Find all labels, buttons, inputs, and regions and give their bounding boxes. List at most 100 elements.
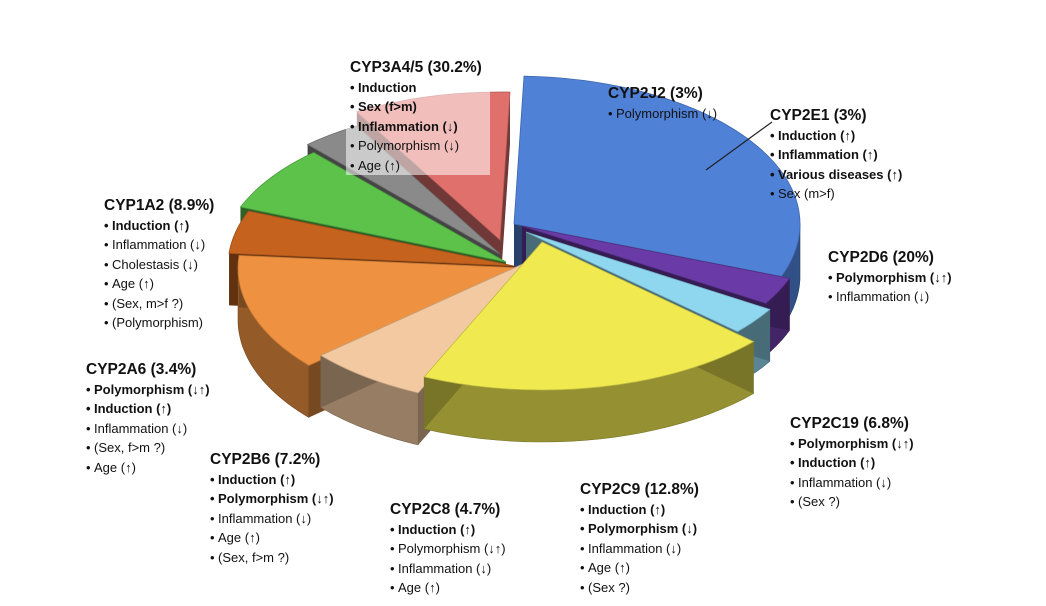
bullet-icon: • <box>790 494 795 510</box>
label-note: • Various diseases (↑) <box>770 165 902 184</box>
label-note-text: (Sex, f>m ?) <box>218 549 290 565</box>
label-title: CYP2C19 (6.8%) <box>790 415 909 432</box>
label-note-text: Induction (↑) <box>94 401 172 417</box>
label-note: • Polymorphism (↓↑) <box>390 539 506 558</box>
label-note: • Inflammation (↓) <box>828 287 952 306</box>
label-note-text: (Polymorphism) <box>112 315 204 331</box>
label-cyp2c19: CYP2C19 (6.8%) • Polymorphism (↓↑) • Induct… <box>790 414 914 512</box>
bullet-icon: • <box>828 289 833 305</box>
label-note: • Age (↑) <box>580 558 699 577</box>
label-note: • Induction <box>350 78 482 97</box>
label-note: • Induction (↑) <box>390 520 506 539</box>
label-note-text: Induction (↑) <box>798 455 876 471</box>
bullet-icon: • <box>390 522 395 537</box>
label-note: • Induction (↑) <box>790 453 914 472</box>
label-note: • Induction (↑) <box>104 216 214 235</box>
label-title: CYP3A4/5 (30.2%) <box>350 59 482 76</box>
label-note: • Sex (f>m) <box>350 97 482 116</box>
label-note: • Polymorphism (↓↑) <box>210 489 334 508</box>
label-note: • Inflammation (↓) <box>86 419 210 438</box>
label-note-text: Inflammation (↓) <box>218 510 312 526</box>
label-title: CYP2C9 (12.8%) <box>580 481 699 498</box>
bullet-icon: • <box>104 276 109 292</box>
label-cyp2j2: CYP2J2 (3%) • Polymorphism (↓) <box>608 84 717 123</box>
label-note: • Inflammation (↓) <box>790 473 914 492</box>
label-note: • Age (↑) <box>104 274 214 293</box>
label-note-text: Induction (↑) <box>218 472 296 487</box>
label-note: • Polymorphism (↓↑) <box>86 380 210 399</box>
label-note-text: Inflammation (↓) <box>358 118 458 134</box>
label-note-text: Induction (↑) <box>778 128 856 143</box>
label-title: CYP2D6 (20%) <box>828 249 934 266</box>
label-note: • Age (↑) <box>86 458 210 477</box>
label-note-text: Polymorphism (↓↑) <box>398 541 506 557</box>
bullet-icon: • <box>828 270 833 285</box>
label-note: • Polymorphism (↓↑) <box>828 268 952 287</box>
bullet-icon: • <box>770 186 775 202</box>
label-note-text: Inflammation (↑) <box>778 147 878 163</box>
label-title: CYP2B6 (7.2%) <box>210 451 321 468</box>
label-title: CYP1A2 (8.9%) <box>104 197 215 214</box>
bullet-icon: • <box>210 530 215 546</box>
label-note: • Age (↑) <box>390 578 506 597</box>
label-note-text: Induction (↑) <box>398 522 476 537</box>
bullet-icon: • <box>350 138 355 154</box>
bullet-icon: • <box>580 502 585 517</box>
label-note: • Age (↑) <box>210 528 334 547</box>
label-note-text: (Sex ?) <box>588 579 630 595</box>
label-note: • Inflammation (↑) <box>770 145 902 164</box>
label-note: • Inflammation (↓) <box>350 117 482 136</box>
bullet-icon: • <box>790 436 795 451</box>
label-note: • (Sex, m>f ?) <box>104 294 214 313</box>
label-note-text: Inflammation (↓) <box>836 289 930 305</box>
bullet-icon: • <box>580 579 585 595</box>
bullet-icon: • <box>210 491 215 507</box>
label-note: • Inflammation (↓) <box>104 235 214 254</box>
label-note-text: Inflammation (↓) <box>798 474 892 490</box>
bullet-icon: • <box>104 218 109 233</box>
label-title: CYP2A6 (3.4%) <box>86 361 197 378</box>
label-note-text: Age (↑) <box>218 530 260 546</box>
label-note-text: (Sex, m>f ?) <box>112 295 184 311</box>
label-title: CYP2E1 (3%) <box>770 107 867 124</box>
bullet-icon: • <box>390 580 395 596</box>
label-note-text: Polymorphism (↓↑) <box>218 491 334 507</box>
label-note-text: Inflammation (↓) <box>94 420 188 436</box>
label-note: • Inflammation (↓) <box>580 539 699 558</box>
bullet-icon: • <box>86 401 91 417</box>
bullet-icon: • <box>86 420 91 436</box>
label-note-text: Inflammation (↓) <box>398 560 492 576</box>
label-note-text: Age (↑) <box>398 580 440 596</box>
bullet-icon: • <box>210 549 215 565</box>
bullet-icon: • <box>210 472 215 487</box>
label-note: • (Polymorphism) <box>104 313 214 332</box>
label-note-text: Polymorphism (↓) <box>358 138 460 154</box>
label-note-text: Induction <box>358 80 417 95</box>
label-note-text: Cholestasis (↓) <box>112 256 198 272</box>
label-note: • (Sex, f>m ?) <box>86 438 210 457</box>
label-note: • Induction (↑) <box>86 399 210 418</box>
label-note-text: Induction (↑) <box>112 218 190 233</box>
bullet-icon: • <box>104 237 109 253</box>
bullet-icon: • <box>770 166 775 182</box>
label-note: • (Sex, f>m ?) <box>210 548 334 567</box>
label-cyp2b6: CYP2B6 (7.2%) • Induction (↑) • Polymorphis… <box>210 450 334 567</box>
label-note-text: Inflammation (↓) <box>112 237 206 253</box>
label-note: • Inflammation (↓) <box>390 559 506 578</box>
bullet-icon: • <box>86 382 91 397</box>
bullet-icon: • <box>210 510 215 526</box>
bullet-icon: • <box>104 256 109 272</box>
label-title: CYP2J2 (3%) <box>608 85 703 102</box>
label-note-text: Age (↑) <box>112 276 154 292</box>
label-note: • Cholestasis (↓) <box>104 255 214 274</box>
label-note: • (Sex ?) <box>580 578 699 597</box>
label-note-text: Age (↑) <box>358 157 400 173</box>
label-note-text: Polymorphism (↓) <box>588 521 698 537</box>
bullet-icon: • <box>790 455 795 471</box>
bullet-icon: • <box>390 541 395 557</box>
label-cyp2c9: CYP2C9 (12.8%) • Induction (↑) • Polymorphi… <box>580 480 699 597</box>
bullet-icon: • <box>608 106 613 121</box>
label-cyp1a2: CYP1A2 (8.9%) • Induction (↑) • Inflammatio… <box>104 196 214 332</box>
label-note-text: Polymorphism (↓) <box>616 106 718 121</box>
bullet-icon: • <box>580 540 585 556</box>
